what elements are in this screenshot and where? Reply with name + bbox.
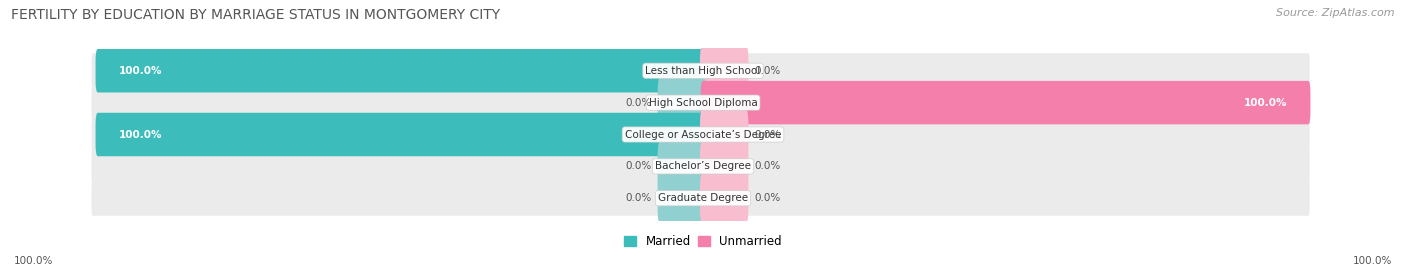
FancyBboxPatch shape bbox=[96, 113, 706, 156]
Text: FERTILITY BY EDUCATION BY MARRIAGE STATUS IN MONTGOMERY CITY: FERTILITY BY EDUCATION BY MARRIAGE STATU… bbox=[11, 8, 501, 22]
Text: 0.0%: 0.0% bbox=[755, 161, 780, 171]
FancyBboxPatch shape bbox=[658, 141, 706, 192]
Text: 0.0%: 0.0% bbox=[755, 129, 780, 140]
Text: Bachelor’s Degree: Bachelor’s Degree bbox=[655, 161, 751, 171]
Text: 0.0%: 0.0% bbox=[626, 193, 651, 203]
FancyBboxPatch shape bbox=[700, 141, 748, 192]
Text: 0.0%: 0.0% bbox=[626, 161, 651, 171]
FancyBboxPatch shape bbox=[658, 77, 706, 128]
FancyBboxPatch shape bbox=[700, 81, 1310, 124]
Text: 100.0%: 100.0% bbox=[120, 66, 163, 76]
FancyBboxPatch shape bbox=[697, 53, 1309, 88]
Text: 0.0%: 0.0% bbox=[755, 193, 780, 203]
Text: High School Diploma: High School Diploma bbox=[648, 98, 758, 108]
FancyBboxPatch shape bbox=[700, 109, 748, 160]
Legend: Married, Unmarried: Married, Unmarried bbox=[620, 230, 786, 253]
Text: 100.0%: 100.0% bbox=[14, 256, 53, 266]
Text: 0.0%: 0.0% bbox=[626, 98, 651, 108]
FancyBboxPatch shape bbox=[697, 117, 1309, 152]
FancyBboxPatch shape bbox=[91, 85, 704, 120]
FancyBboxPatch shape bbox=[658, 172, 706, 224]
Text: 100.0%: 100.0% bbox=[1243, 98, 1286, 108]
FancyBboxPatch shape bbox=[700, 172, 748, 224]
FancyBboxPatch shape bbox=[697, 85, 1309, 120]
Text: Source: ZipAtlas.com: Source: ZipAtlas.com bbox=[1277, 8, 1395, 18]
FancyBboxPatch shape bbox=[697, 181, 1309, 216]
FancyBboxPatch shape bbox=[700, 45, 748, 97]
FancyBboxPatch shape bbox=[91, 53, 704, 88]
FancyBboxPatch shape bbox=[91, 117, 704, 152]
FancyBboxPatch shape bbox=[697, 149, 1309, 184]
FancyBboxPatch shape bbox=[91, 181, 704, 216]
Text: Graduate Degree: Graduate Degree bbox=[658, 193, 748, 203]
Text: 0.0%: 0.0% bbox=[755, 66, 780, 76]
Text: College or Associate’s Degree: College or Associate’s Degree bbox=[624, 129, 782, 140]
Text: 100.0%: 100.0% bbox=[120, 129, 163, 140]
FancyBboxPatch shape bbox=[91, 149, 704, 184]
Text: Less than High School: Less than High School bbox=[645, 66, 761, 76]
Text: 100.0%: 100.0% bbox=[1353, 256, 1392, 266]
FancyBboxPatch shape bbox=[96, 49, 706, 93]
